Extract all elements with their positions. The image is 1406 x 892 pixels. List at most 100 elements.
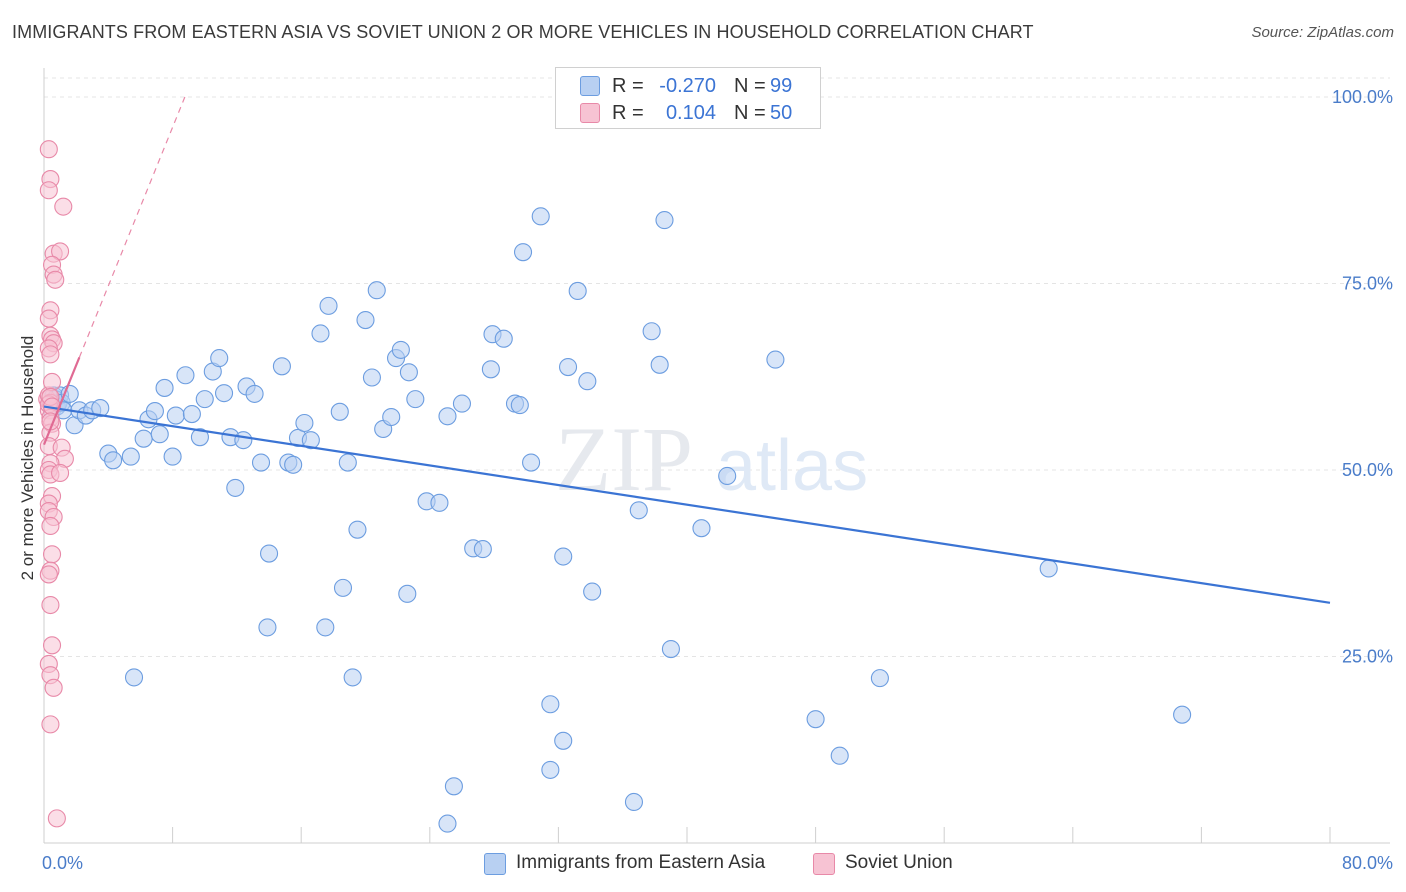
point-eastern-asia bbox=[870, 669, 889, 688]
point-eastern-asia bbox=[624, 792, 644, 812]
trend-line-soviet-union bbox=[42, 356, 81, 446]
point-eastern-asia bbox=[830, 746, 849, 765]
point-eastern-asia bbox=[343, 668, 362, 687]
point-soviet-union bbox=[39, 140, 58, 159]
point-eastern-asia bbox=[655, 211, 674, 230]
point-eastern-asia bbox=[1173, 705, 1192, 724]
point-eastern-asia bbox=[330, 402, 349, 421]
source-label: Source: ZipAtlas.com bbox=[1251, 24, 1394, 41]
point-soviet-union bbox=[42, 545, 62, 564]
point-eastern-asia bbox=[554, 731, 573, 750]
point-eastern-asia bbox=[356, 311, 375, 330]
point-eastern-asia bbox=[155, 378, 174, 397]
point-eastern-asia bbox=[558, 358, 578, 377]
point-eastern-asia bbox=[124, 668, 144, 687]
point-eastern-asia bbox=[316, 618, 335, 637]
point-eastern-asia bbox=[452, 394, 472, 413]
point-eastern-asia bbox=[541, 760, 560, 779]
point-soviet-union bbox=[47, 809, 66, 828]
y-tick-label: 75.0% bbox=[1342, 274, 1393, 294]
point-eastern-asia bbox=[583, 582, 602, 601]
legend-swatch-eastern-asia bbox=[580, 76, 600, 96]
point-eastern-asia bbox=[176, 366, 195, 385]
trend-line-eastern-asia bbox=[43, 405, 1331, 604]
point-eastern-asia bbox=[145, 402, 164, 421]
point-eastern-asia bbox=[444, 777, 463, 796]
point-soviet-union bbox=[42, 636, 62, 655]
point-eastern-asia bbox=[166, 406, 185, 425]
point-eastern-asia bbox=[629, 501, 648, 520]
trend-lines bbox=[42, 96, 1331, 604]
point-soviet-union bbox=[41, 595, 60, 615]
point-eastern-asia bbox=[438, 407, 457, 426]
stats-legend: R = -0.270 N = 99 R = 0.104 N = 50 bbox=[555, 67, 821, 129]
point-eastern-asia bbox=[430, 493, 449, 512]
legend-r-value: -0.270 bbox=[659, 75, 716, 97]
point-eastern-asia bbox=[121, 447, 140, 466]
point-eastern-asia bbox=[348, 520, 367, 539]
legend-r-label: R = bbox=[612, 102, 644, 124]
point-eastern-asia bbox=[182, 404, 201, 424]
point-eastern-asia bbox=[272, 357, 291, 376]
point-soviet-union bbox=[41, 516, 60, 536]
chart-title: IMMIGRANTS FROM EASTERN ASIA VS SOVIET U… bbox=[12, 22, 1034, 42]
point-eastern-asia bbox=[398, 584, 417, 603]
point-eastern-asia bbox=[718, 466, 737, 486]
point-eastern-asia bbox=[163, 447, 182, 466]
legend-r-value: 0.104 bbox=[665, 102, 716, 124]
point-eastern-asia bbox=[190, 428, 209, 447]
point-eastern-asia bbox=[259, 544, 279, 563]
point-soviet-union bbox=[54, 197, 73, 216]
point-eastern-asia bbox=[391, 340, 410, 359]
bottom-legend-swatch-soviet-union bbox=[813, 853, 835, 875]
point-eastern-asia bbox=[234, 431, 253, 450]
point-eastern-asia bbox=[333, 578, 353, 597]
point-eastern-asia bbox=[226, 478, 245, 497]
point-eastern-asia bbox=[568, 281, 587, 301]
grid-lines bbox=[44, 77, 1390, 657]
point-soviet-union bbox=[41, 345, 60, 364]
x-tick-label-max: 80.0% bbox=[1342, 853, 1393, 873]
point-soviet-union bbox=[51, 242, 70, 261]
point-eastern-asia bbox=[399, 363, 418, 382]
point-eastern-asia bbox=[438, 814, 457, 833]
point-eastern-asia bbox=[473, 540, 492, 559]
point-eastern-asia bbox=[766, 350, 785, 369]
point-eastern-asia bbox=[531, 207, 550, 226]
point-eastern-asia bbox=[554, 547, 573, 566]
legend-swatch-soviet-union bbox=[580, 103, 600, 123]
point-soviet-union bbox=[39, 565, 58, 584]
point-eastern-asia bbox=[284, 455, 303, 474]
point-eastern-asia bbox=[301, 431, 320, 450]
point-eastern-asia bbox=[494, 329, 513, 348]
point-eastern-asia bbox=[319, 296, 338, 315]
bottom-legend-label-soviet-union: Soviet Union bbox=[845, 852, 953, 873]
point-soviet-union bbox=[46, 270, 65, 289]
point-eastern-asia bbox=[338, 453, 357, 472]
watermark: ZIP atlas bbox=[555, 408, 868, 510]
legend-n-value: 99 bbox=[770, 75, 793, 97]
y-tick-label: 25.0% bbox=[1342, 647, 1393, 667]
point-eastern-asia bbox=[513, 243, 533, 262]
tick-labels: 25.0% 50.0% 75.0% 100.0% 0.0% 80.0% bbox=[42, 87, 1393, 873]
watermark-zip: ZIP bbox=[555, 408, 693, 510]
point-eastern-asia bbox=[104, 451, 123, 470]
point-eastern-asia bbox=[481, 360, 500, 379]
point-eastern-asia bbox=[311, 324, 330, 343]
point-eastern-asia bbox=[258, 618, 277, 637]
point-eastern-asia bbox=[642, 322, 661, 341]
point-eastern-asia bbox=[150, 425, 169, 444]
point-eastern-asia bbox=[578, 372, 597, 391]
point-eastern-asia bbox=[650, 355, 669, 374]
point-eastern-asia bbox=[367, 281, 386, 300]
point-eastern-asia bbox=[195, 390, 214, 409]
bottom-legend-label-eastern-asia: Immigrants from Eastern Asia bbox=[516, 852, 766, 873]
point-eastern-asia bbox=[522, 453, 541, 472]
watermark-atlas: atlas bbox=[716, 426, 868, 506]
point-soviet-union bbox=[39, 181, 58, 200]
x-tick-label-min: 0.0% bbox=[42, 853, 83, 873]
point-eastern-asia bbox=[210, 349, 229, 368]
point-soviet-union bbox=[41, 715, 60, 734]
data-points bbox=[38, 140, 1192, 833]
